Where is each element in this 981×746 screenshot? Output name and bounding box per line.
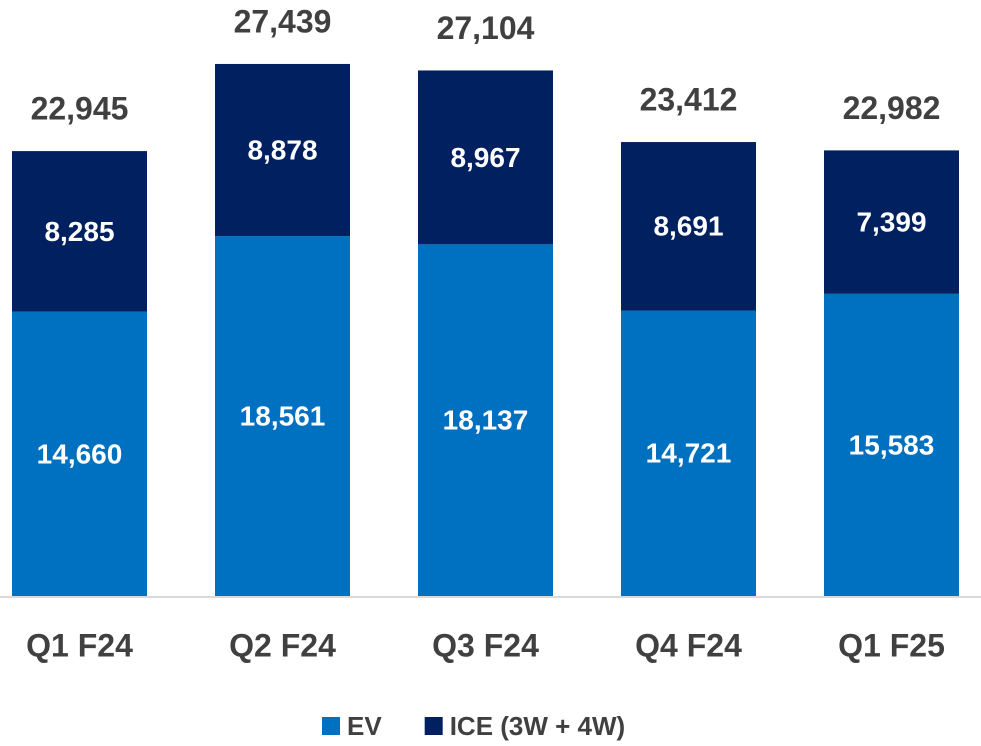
- x-tick-label: Q1 F25: [838, 627, 945, 663]
- x-tick-label: Q1 F24: [26, 627, 133, 663]
- bar-segment: [418, 244, 553, 597]
- bar-segment: [215, 63, 350, 237]
- total-label: 22,982: [843, 90, 941, 126]
- data-label: 15,583: [849, 429, 935, 460]
- legend-label: EV: [347, 711, 382, 741]
- legend-swatch: [322, 717, 340, 735]
- data-label: 8,285: [44, 216, 114, 247]
- bar-segment: [418, 70, 553, 245]
- bar-segment: [215, 236, 350, 596]
- bar-segment: [12, 151, 147, 312]
- data-label: 8,878: [247, 134, 317, 165]
- total-label: 22,945: [31, 91, 129, 127]
- data-label: 7,399: [856, 207, 926, 238]
- bar-segment: [824, 150, 959, 294]
- data-label: 14,660: [37, 438, 123, 469]
- bar-segment: [621, 310, 756, 596]
- data-label: 18,137: [443, 405, 529, 436]
- total-label: 27,439: [234, 3, 332, 39]
- data-label: 14,721: [646, 438, 732, 469]
- x-tick-label: Q4 F24: [635, 627, 742, 663]
- bar-segment: [12, 311, 147, 596]
- total-label: 27,104: [437, 10, 535, 46]
- data-label: 8,691: [653, 211, 723, 242]
- legend-swatch: [424, 717, 443, 735]
- bar-segment: [824, 293, 959, 596]
- total-label: 23,412: [640, 81, 738, 117]
- x-tick-label: Q3 F24: [432, 627, 539, 663]
- data-label: 8,967: [450, 142, 520, 173]
- bar-segment: [621, 142, 756, 311]
- x-tick-label: Q2 F24: [229, 627, 336, 663]
- data-label: 18,561: [240, 400, 326, 431]
- legend-label: ICE (3W + 4W): [450, 711, 626, 741]
